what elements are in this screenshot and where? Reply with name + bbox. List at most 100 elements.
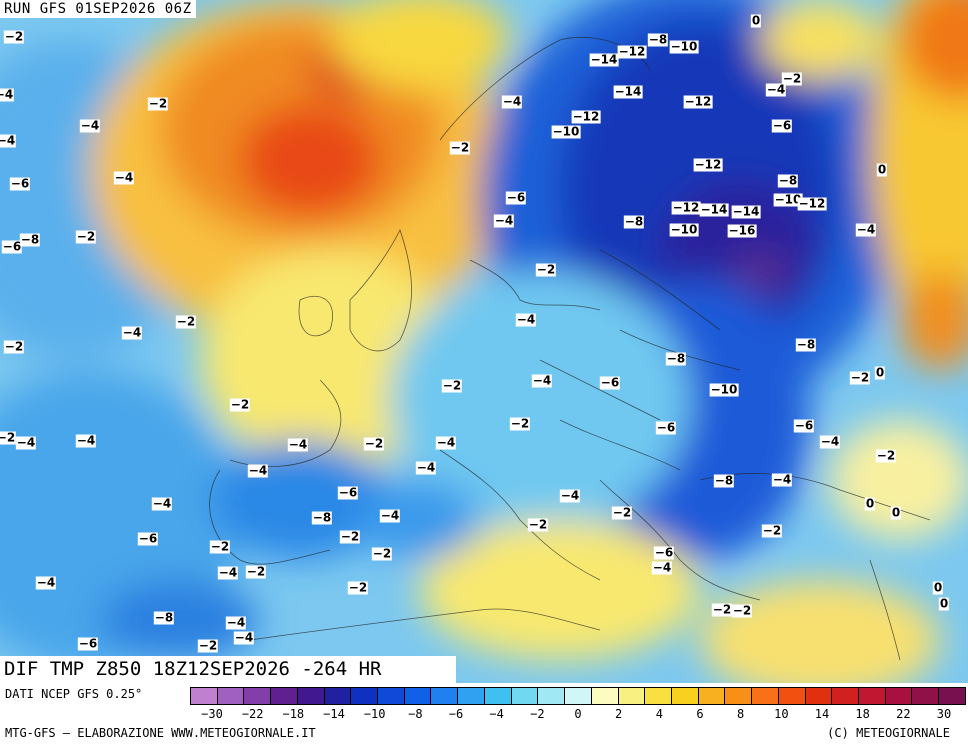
anomaly-value-label: −4 [75,433,97,448]
legend-swatch [458,688,485,704]
map-title: DIF TMP Z850 18Z12SEP2026 -264 HR [0,656,456,683]
anomaly-value-label: −2 [3,339,25,354]
anomaly-value-label: −4 [855,222,877,237]
legend-swatch [217,688,245,704]
anomaly-value-label: −2 [0,431,17,445]
anomaly-value-label: −4 [79,118,101,133]
anomaly-value-label: −4 [415,460,437,475]
legend-tick: −8 [408,707,423,721]
anomaly-value-label: 0 [864,496,876,511]
anomaly-value-label: −8 [19,232,41,247]
anomaly-value-label: −2 [175,314,197,329]
legend-tick: −6 [448,707,464,721]
legend-swatch [885,688,913,704]
anomaly-value-label: 0 [876,162,888,177]
anomaly-value-label: −4 [113,170,135,185]
anomaly-value-label: −2 [347,580,369,595]
legend-swatch [351,688,379,704]
anomaly-value-label: −16 [727,223,757,238]
legend-tick: 18 [855,707,870,721]
anomaly-value-label: −4 [217,565,239,580]
anomaly-value-label: −6 [505,190,527,205]
anomaly-value-label: −12 [671,200,701,215]
run-label: RUN GFS 01SEP2026 06Z [0,0,196,18]
anomaly-value-label: −2 [781,71,803,86]
anomaly-value-label: −4 [233,630,255,645]
anomaly-value-label: −2 [509,416,531,431]
anomaly-value-label: 0 [938,596,950,611]
anomaly-value-label: −2 [441,378,463,393]
anomaly-value-label: −14 [731,204,761,219]
legend-swatch [645,688,672,704]
anomaly-value-label: −2 [449,140,471,155]
legend-swatch [378,688,405,704]
anomaly-value-label: −12 [797,196,827,211]
anomaly-value-label: −6 [771,118,793,133]
legend-swatch [618,688,646,704]
anomaly-value-label: −2 [209,539,231,554]
anomaly-value-label: −4 [559,488,581,503]
anomaly-value-label: −6 [77,636,99,651]
legend-tick: −10 [363,707,386,721]
anomaly-value-label: −2 [363,436,385,451]
anomaly-value-label: −6 [793,418,815,433]
anomaly-value-label: −8 [777,173,799,188]
legend-tick: 30 [936,707,952,721]
anomaly-value-label: −8 [623,214,645,229]
anomaly-value-label: −2 [875,448,897,463]
anomaly-value-label: −6 [337,485,359,500]
legend-tick: 6 [696,707,704,721]
legend-tick: 10 [774,707,789,721]
anomaly-value-label: −4 [493,213,515,228]
anomaly-value-label: −2 [3,29,25,44]
anomaly-value-label: −4 [151,496,173,511]
anomaly-value-label: −4 [287,437,309,452]
legend-tick: −2 [530,707,545,721]
legend-swatch [191,688,218,704]
anomaly-value-label: −2 [245,564,267,579]
anomaly-value-label: −6 [137,531,159,546]
anomaly-value-label: −2 [229,397,251,412]
legend-swatch [778,688,806,704]
anomaly-value-label: −4 [531,373,553,388]
anomaly-value-label: −2 [339,529,361,544]
legend-swatch [858,688,886,704]
map-background [0,0,968,683]
anomaly-value-label: −10 [773,192,803,207]
anomaly-value-label: −4 [35,575,57,590]
anomaly-value-label: −4 [247,463,269,478]
anomaly-value-label: −6 [653,545,675,560]
legend-tick: −18 [282,707,305,721]
anomaly-value-label: −6 [599,375,621,390]
legend-tick: 2 [615,707,623,721]
anomaly-value-label: −2 [527,517,549,532]
anomaly-value-label: −8 [665,351,687,366]
legend-swatch [538,688,566,704]
anomaly-value-label: −2 [611,505,633,520]
anomaly-value-label: −12 [693,157,723,172]
color-scale-legend [190,687,966,705]
anomaly-value-label: −2 [849,370,871,385]
temperature-anomaly-map: RUN GFS 01SEP2026 06Z −2 −4 −2 −4 −4 −4 −6 −2 −8… [0,0,968,683]
legend-swatch [752,688,779,704]
anomaly-value-label: −8 [713,473,735,488]
data-source: DATI NCEP GFS 0.25° [5,687,143,701]
anomaly-value-label: −10 [551,124,581,139]
legend-tick-labels: −30 −22 −18 −14 −10 −8 −6 −4 −2 0 2 4 6 8 10 14 18 22 30 [190,707,966,723]
anomaly-value-label: 0 [874,365,886,380]
legend-swatch [805,688,833,704]
anomaly-value-label: −4 [515,312,537,327]
anomaly-value-label: −2 [371,546,393,561]
legend-tick: 4 [655,707,663,721]
anomaly-value-label: −12 [617,44,647,59]
anomaly-value-label: −14 [613,84,643,99]
legend-tick: 0 [574,707,582,721]
credits-text: MTG-GFS — ELABORAZIONE WWW.METEOGIORNALE… [5,726,316,740]
anomaly-value-label: −2 [197,638,219,653]
anomaly-value-label: −10 [669,39,699,54]
anomaly-value-label: −6 [655,420,677,435]
legend-tick: 8 [737,707,745,721]
anomaly-value-label: 0 [932,580,944,595]
legend-swatch [832,688,859,704]
anomaly-value-label: −4 [819,434,841,449]
